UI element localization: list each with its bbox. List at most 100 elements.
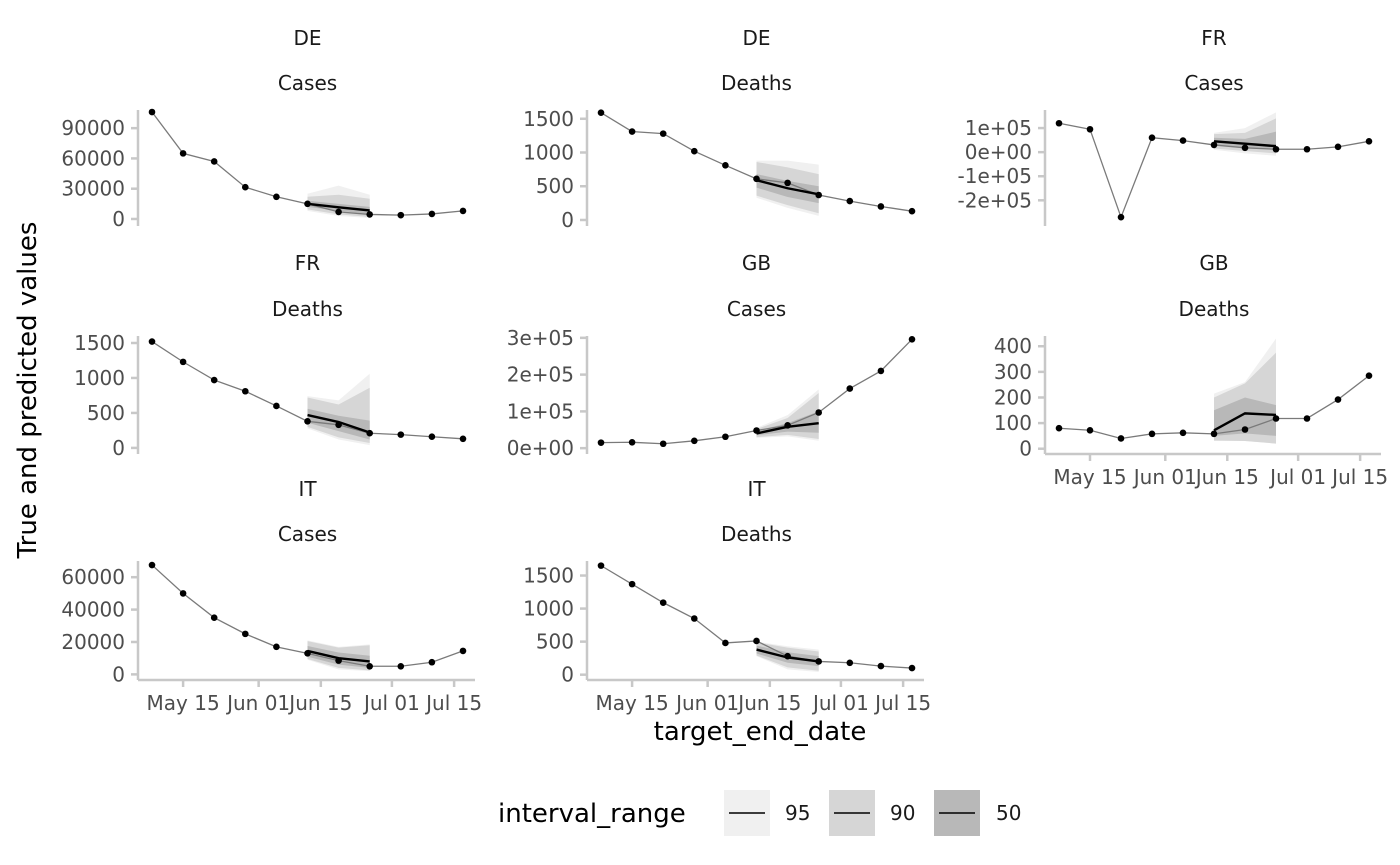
observed-point: [242, 630, 249, 638]
observed-point: [659, 130, 667, 137]
y-tick-label: 1e+05: [965, 116, 1032, 140]
y-tick-label: 0: [561, 663, 574, 687]
y-tick-label: 1000: [74, 366, 125, 390]
observed-point: [1086, 426, 1094, 434]
strip-target: Cases: [278, 71, 337, 95]
observed-point: [1365, 372, 1373, 380]
observed-point: [397, 662, 405, 670]
observed-point: [459, 207, 467, 215]
observed-point: [242, 183, 249, 191]
observed-point: [597, 109, 605, 116]
strip-target: Deaths: [721, 71, 792, 95]
observed-point: [148, 338, 156, 345]
observed-point: [908, 664, 916, 672]
observed-point: [1210, 141, 1218, 149]
y-tick-label: 1500: [523, 564, 574, 588]
y-tick-label: 0: [561, 208, 574, 232]
observed-point: [597, 562, 605, 569]
observed-point: [304, 418, 311, 425]
observed-point: [242, 387, 249, 395]
y-tick-label: 90000: [61, 116, 125, 140]
y-tick-label: -2e+05: [958, 188, 1032, 212]
observed-point: [784, 179, 791, 187]
median-forecast-line: [1213, 140, 1277, 148]
strip-target: Cases: [727, 297, 786, 321]
x-axis-title: target_end_date: [654, 717, 867, 747]
observed-point: [304, 200, 311, 208]
observed-point: [628, 438, 636, 446]
y-tick-label: 300: [994, 360, 1032, 384]
observed-point: [428, 658, 436, 666]
observed-point: [428, 433, 436, 441]
y-tick-label: 500: [87, 401, 125, 425]
observed-point: [1303, 145, 1311, 153]
observed-point: [397, 431, 405, 438]
legend-label: 50: [996, 801, 1021, 825]
y-tick-label: 0: [112, 662, 125, 686]
observed-point: [366, 429, 374, 437]
strip-target: Deaths: [272, 297, 343, 321]
observed-point: [1241, 426, 1249, 433]
y-tick-label: 400: [994, 334, 1032, 358]
y-tick-label: 2e+05: [507, 363, 574, 387]
median-forecast-line: [1213, 412, 1277, 432]
y-tick-label: 0: [112, 436, 125, 460]
x-tick-label: Jun 01: [225, 691, 290, 715]
y-tick-label: 200: [994, 385, 1032, 409]
x-tick-label: Jul 15: [873, 691, 931, 715]
x-tick-label: Jun 01: [1132, 465, 1197, 489]
observed-point: [628, 580, 636, 588]
y-tick-label: 40000: [61, 598, 125, 622]
observed-point: [1086, 125, 1094, 133]
observed-point: [397, 211, 405, 219]
y-tick-label: 500: [536, 630, 574, 654]
y-tick-label: 0e+00: [965, 140, 1032, 164]
strip-location: FR: [295, 251, 321, 275]
observed-point: [846, 385, 854, 392]
strip-location: IT: [747, 477, 766, 501]
observed-point: [428, 210, 436, 218]
legend: interval_range 95 90 50: [498, 790, 1021, 836]
legend-label: 95: [785, 801, 810, 825]
observed-point: [753, 637, 760, 645]
observed-point: [1055, 424, 1063, 432]
y-tick-label: 0: [1019, 437, 1032, 461]
observed-point: [210, 376, 218, 384]
observed-point: [304, 650, 311, 657]
observed-point: [815, 191, 822, 199]
facet-panel-fr-deaths: FR Deaths 0 500 1000 1500: [74, 251, 467, 460]
observed-point: [784, 652, 791, 660]
observed-point: [1148, 134, 1156, 141]
observed-point: [366, 211, 374, 218]
x-tick-label: Jun 15: [1194, 465, 1259, 489]
observed-point: [335, 421, 342, 429]
observed-point: [1241, 144, 1249, 152]
observed-point: [1272, 415, 1280, 422]
median-forecast-line: [756, 179, 819, 196]
x-tick-label: Jun 15: [287, 691, 352, 715]
median-forecast-line: [307, 202, 370, 212]
observed-point: [1365, 138, 1373, 145]
observed-point: [784, 422, 791, 429]
observed-point: [148, 108, 156, 116]
observed-point: [846, 197, 854, 205]
x-tick-label: Jul 01: [362, 691, 420, 715]
x-tick-label: Jun 01: [674, 691, 739, 715]
strip-target: Cases: [1184, 71, 1243, 95]
y-tick-label: 60000: [61, 565, 125, 589]
observed-point: [335, 657, 342, 664]
y-tick-label: 1000: [523, 597, 574, 621]
facet-panel-gb-cases: GB Cases 0e+00 1e+05 2e+05 3e+05: [507, 251, 916, 460]
y-tick-label: 30000: [61, 177, 125, 201]
x-tick-label: Jul 15: [1330, 465, 1388, 489]
observed-point: [1210, 430, 1218, 438]
observed-point: [877, 662, 885, 670]
observed-point: [753, 175, 760, 183]
observed-point: [722, 639, 729, 647]
observed-point: [1055, 119, 1063, 127]
strip-location: GB: [742, 251, 771, 275]
observed-point: [877, 367, 885, 375]
